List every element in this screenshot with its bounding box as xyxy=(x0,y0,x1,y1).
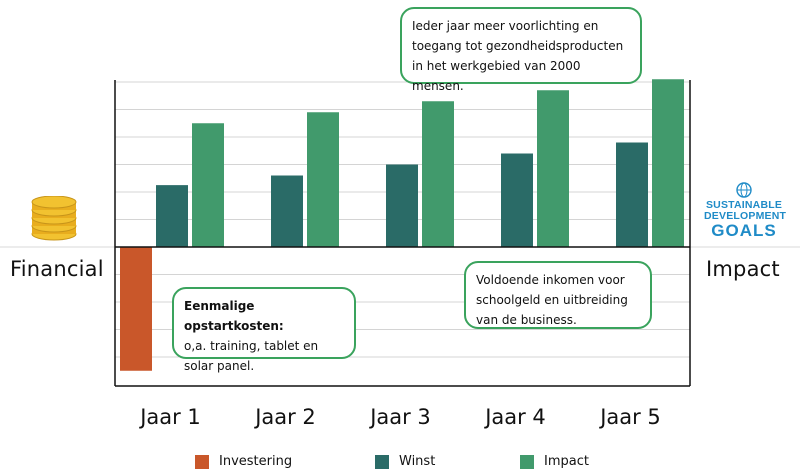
bar-winst-2 xyxy=(271,175,303,247)
x-tick-label: Jaar 5 xyxy=(600,405,661,429)
callout-income-note: Voldoende inkomen voor schoolgeld en uit… xyxy=(464,261,652,329)
coins-stack-icon xyxy=(28,195,80,246)
legend-swatch xyxy=(520,454,534,469)
callout-startup-text: o,a. training, tablet en solar panel. xyxy=(184,339,319,373)
bar-winst-1 xyxy=(156,185,188,247)
callout-impact-text: Ieder jaar meer voorlichting en toegang … xyxy=(412,19,624,93)
bar-impact-3 xyxy=(422,101,454,247)
bars xyxy=(120,79,684,371)
callout-impact-note: Ieder jaar meer voorlichting en toegang … xyxy=(400,7,642,93)
legend-item-impact: Impact xyxy=(520,454,589,469)
bar-investering-1 xyxy=(120,247,152,371)
bar-impact-5 xyxy=(652,79,684,247)
bar-impact-2 xyxy=(307,112,339,247)
bar-winst-3 xyxy=(386,164,418,247)
sdg-logo: SUSTAINABLE DEVELOPMENT GOALS xyxy=(704,182,787,240)
plot-frame xyxy=(0,80,800,387)
legend-label: Impact xyxy=(544,454,589,469)
sdg-line-3: GOALS xyxy=(711,221,777,240)
x-tick-label: Jaar 1 xyxy=(140,405,201,429)
x-tick-label: Jaar 2 xyxy=(255,405,316,429)
un-globe-icon xyxy=(736,182,752,198)
sdg-line-1: SUSTAINABLE xyxy=(705,199,783,211)
legend-item-investering: Investering xyxy=(195,454,292,469)
legend-swatch xyxy=(375,454,389,469)
bar-winst-4 xyxy=(501,153,533,247)
legend-label: Investering xyxy=(219,454,293,469)
legend-item-winst: Winst xyxy=(375,454,435,469)
legend-swatch xyxy=(195,454,209,469)
impact-axis-label: Impact xyxy=(706,257,780,281)
legend-label: Winst xyxy=(399,454,436,469)
x-tick-label: Jaar 4 xyxy=(485,405,546,429)
financial-axis-label: Financial xyxy=(10,257,104,281)
bar-impact-1 xyxy=(192,123,224,247)
callout-startup-title: Eenmalige opstartkosten: xyxy=(184,299,284,333)
callout-startup-costs: Eenmalige opstartkosten: o,a. training, … xyxy=(172,287,356,373)
bar-impact-4 xyxy=(537,90,569,247)
bar-winst-5 xyxy=(616,142,648,247)
sdg-line-2: DEVELOPMENT xyxy=(704,210,787,222)
callout-income-text: Voldoende inkomen voor schoolgeld en uit… xyxy=(476,273,628,327)
x-tick-label: Jaar 3 xyxy=(370,405,431,429)
